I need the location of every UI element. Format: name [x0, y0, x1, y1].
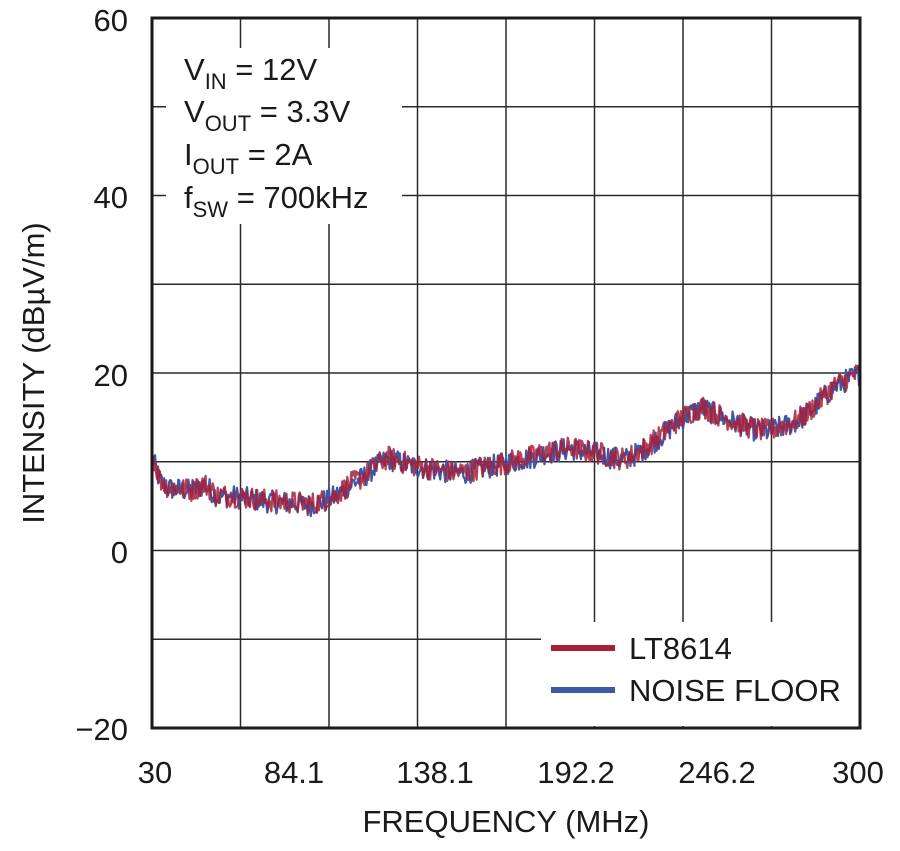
- annotation-block: VIN = 12V VOUT = 3.3V IOUT = 2A fSW = 70…: [166, 48, 402, 224]
- y-tick-label: 0: [111, 535, 128, 570]
- annotation-iout: IOUT = 2A: [184, 137, 313, 179]
- legend-backdrop: [541, 622, 859, 726]
- annotation-vout: VOUT = 3.3V: [184, 94, 351, 136]
- annotation-vin: VIN = 12V: [184, 52, 317, 94]
- y-axis-label: INTENSITY (dBµV/m): [16, 222, 51, 524]
- legend-label-lt8614: LT8614: [629, 631, 732, 666]
- x-tick-label: 300: [832, 755, 884, 790]
- x-tick-label: 246.2: [678, 755, 756, 790]
- annotation-fsw: fSW = 700kHz: [184, 180, 369, 222]
- plot-frame: [150, 16, 862, 730]
- y-tick-label: 40: [94, 180, 128, 215]
- y-tick-label: 60: [94, 3, 128, 38]
- annotation-backdrop: [166, 48, 402, 224]
- series-line-lt8614: [150, 364, 862, 517]
- x-axis-label: FREQUENCY (MHz): [362, 804, 649, 839]
- x-tick-label: 138.1: [396, 755, 474, 790]
- legend-label-noise-floor: NOISE FLOOR: [629, 673, 841, 708]
- x-tick-label: 30: [138, 755, 172, 790]
- x-tick-label: 84.1: [264, 755, 324, 790]
- y-tick-label: −20: [75, 712, 128, 747]
- series-layer: [150, 364, 862, 518]
- y-tick-label: 20: [94, 358, 128, 393]
- x-tick-label: 192.2: [537, 755, 615, 790]
